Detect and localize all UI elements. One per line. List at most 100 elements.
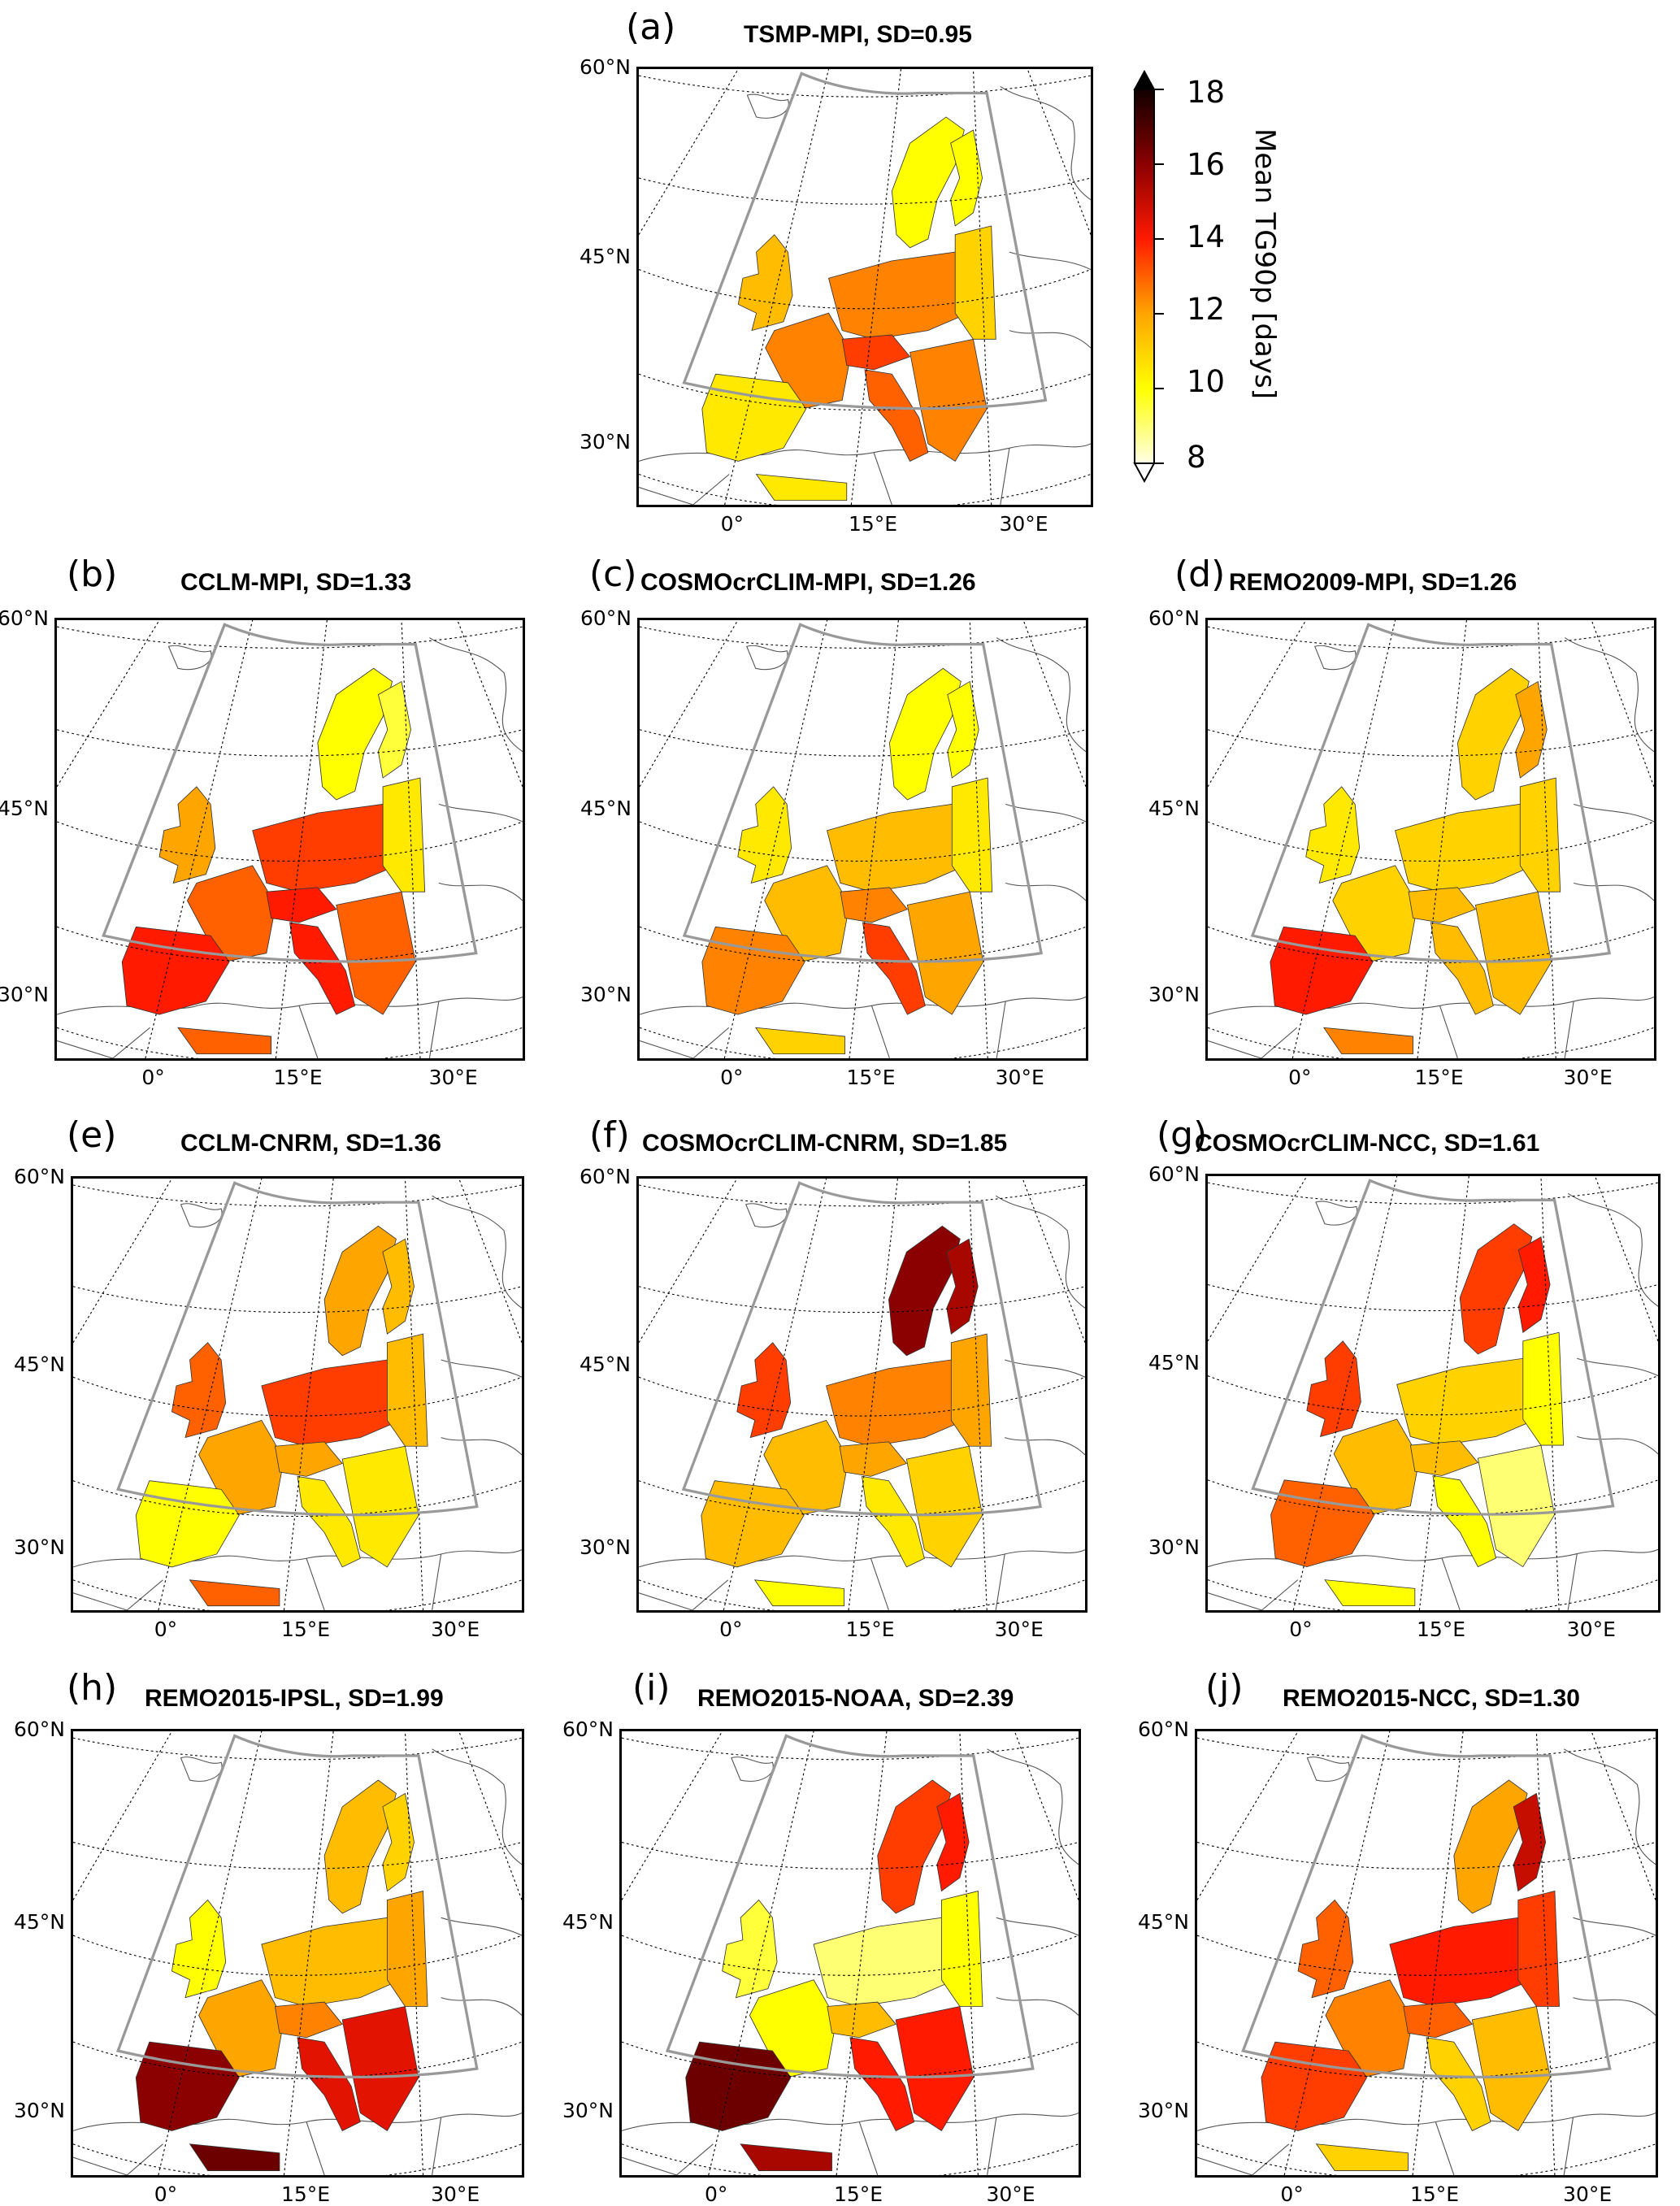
coastline <box>73 1592 128 1610</box>
lon-label-30e: 30°E <box>431 1618 480 1641</box>
graticule-line <box>848 1179 898 1610</box>
panel-title: CCLM-CNRM, SD=1.36 <box>180 1130 441 1157</box>
coastline <box>1000 448 1010 505</box>
domain-outline <box>682 623 1044 963</box>
coastline <box>1315 1201 1358 1226</box>
coastline <box>1574 803 1654 823</box>
lon-label-0: 0° <box>720 512 744 536</box>
region-alps <box>1403 2001 1474 2039</box>
coastline <box>1009 330 1091 349</box>
lat-label-60n: 60°N <box>14 1165 66 1188</box>
colorbar-tick-12: 12 <box>1187 292 1226 327</box>
region-north-africa <box>753 1579 844 1607</box>
region-iberia <box>685 2041 792 2131</box>
graticule-line <box>639 1579 1085 1610</box>
coastline <box>428 1001 440 1058</box>
region-finland <box>947 680 979 779</box>
graticule-line <box>1208 821 1654 862</box>
coastline <box>1306 1757 1350 1782</box>
graticule-line <box>57 926 523 964</box>
lon-label-30e: 30°E <box>999 512 1048 536</box>
coastline <box>73 2156 128 2175</box>
region-scandinavia <box>888 1225 961 1357</box>
graticule-line <box>1208 626 1654 649</box>
region-eastern-europe <box>1517 1891 1560 2007</box>
region-central-europe <box>261 1359 402 1447</box>
map-canvas <box>639 69 1091 505</box>
coastline <box>126 1579 163 1610</box>
graticule-line <box>1197 2143 1656 2175</box>
coastline <box>126 2143 163 2175</box>
coastline <box>1009 251 1091 271</box>
domain-outline <box>665 1734 1035 2078</box>
lat-label-60n: 60°N <box>562 1717 614 1741</box>
map-canvas <box>73 1731 522 2175</box>
coastline <box>639 1592 693 1610</box>
lat-label-45n: 45°N <box>580 1352 632 1376</box>
coastline <box>1573 1997 1656 2016</box>
region-eastern-europe <box>386 1333 428 1447</box>
graticule-line <box>640 926 1086 964</box>
coastline <box>167 645 212 671</box>
coastline <box>1005 803 1086 823</box>
region-iberia <box>701 1480 805 1568</box>
lon-label-15e: 15°E <box>281 1618 331 1641</box>
map-axes <box>1195 1729 1658 2178</box>
coastline <box>1005 1437 1085 1456</box>
coastline <box>1567 1553 1578 1610</box>
lon-label-30e: 30°E <box>1563 1066 1613 1089</box>
graticule-line <box>1208 1176 1308 1342</box>
lat-label-30n: 30°N <box>580 1535 632 1560</box>
lon-label-0: 0° <box>719 1618 743 1641</box>
graticule-line <box>622 1935 1079 1976</box>
coastline <box>745 1203 788 1228</box>
coastline <box>112 1027 150 1058</box>
region-scandinavia <box>323 1779 397 1914</box>
region-alps <box>1409 1440 1479 1476</box>
graticule-line <box>73 1184 522 1207</box>
region-alps <box>266 887 337 923</box>
region-italy <box>864 369 929 462</box>
lon-label-15e: 15°E <box>1417 1618 1466 1641</box>
lat-label-45n: 45°N <box>14 1352 66 1376</box>
region-north-africa <box>1315 2143 1409 2171</box>
lon-label-15e: 15°E <box>273 1066 323 1089</box>
coastline <box>1439 1005 1458 1058</box>
lat-label-60n: 60°N <box>580 55 632 79</box>
coastline <box>1563 1748 1656 1865</box>
region-central-europe <box>828 251 970 340</box>
lon-label-0: 0° <box>141 1066 165 1089</box>
graticule-line <box>968 1179 988 1610</box>
graticule-line <box>1417 620 1467 1058</box>
coastline <box>1563 2117 1574 2175</box>
coastline <box>987 1748 1079 1865</box>
lat-label-60n: 60°N <box>1138 1717 1190 1741</box>
graticule-line <box>458 1179 522 1343</box>
graticule-line <box>849 620 899 1058</box>
lat-label-30n: 30°N <box>580 429 632 454</box>
lat-label-30n: 30°N <box>0 983 50 1007</box>
region-alps <box>274 2001 343 2039</box>
coastline <box>873 452 892 505</box>
panel-title: COSMOcrCLIM-MPI, SD=1.26 <box>640 569 976 596</box>
colorbar-extend-max <box>1133 69 1156 90</box>
graticule-line <box>622 2143 1079 2175</box>
region-italy <box>1432 1474 1497 1568</box>
graticule-line <box>1197 1737 1656 1761</box>
region-scandinavia <box>1459 1223 1533 1355</box>
coastline <box>746 93 789 119</box>
map-canvas <box>57 620 523 1058</box>
map-canvas <box>639 1179 1085 1610</box>
coastline <box>640 1040 694 1058</box>
lon-label-0: 0° <box>154 1618 178 1641</box>
region-central-europe <box>1396 1357 1537 1446</box>
region-finland <box>1517 1236 1551 1333</box>
region-north-africa <box>177 1027 272 1055</box>
panel-title: REMO2015-IPSL, SD=1.99 <box>145 1685 444 1712</box>
coastline <box>1573 1917 1656 1936</box>
lon-label-30e: 30°E <box>995 1066 1044 1089</box>
coastline <box>692 1579 729 1610</box>
region-uk-ireland <box>722 1899 778 1999</box>
coastline <box>996 1001 1006 1058</box>
lon-label-30e: 30°E <box>986 2182 1035 2206</box>
